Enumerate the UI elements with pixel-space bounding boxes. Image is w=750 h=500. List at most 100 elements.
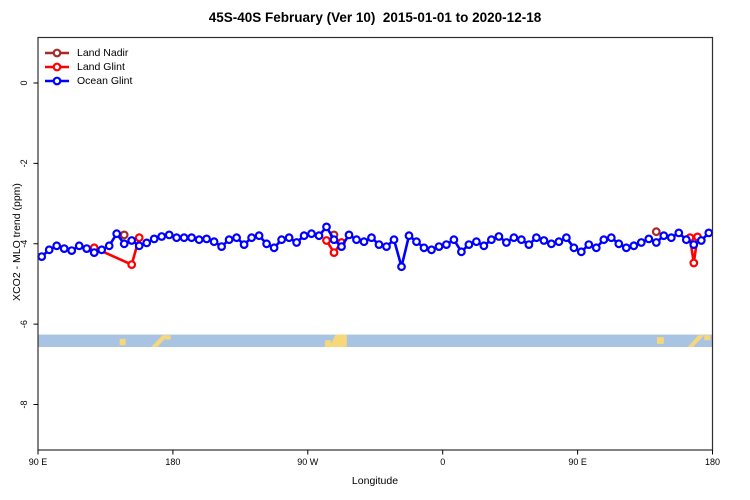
land-glint-marker-icon [45,62,69,72]
data-point-ocean-glint [247,233,257,243]
data-point-ocean-glint [202,234,212,244]
map-strip-ocean [38,334,713,348]
data-point-ocean-glint [696,236,706,245]
chart-title: 45S-40S February (Ver 10) 2015-01-01 to … [208,10,542,25]
data-point-ocean-glint [217,242,227,252]
map-strip-land-patagonia [329,334,347,347]
map-strip-land-new-zealand-n [165,335,171,340]
data-point-land-glint [127,260,137,270]
data-point-ocean-glint [502,238,511,247]
data-point-ocean-glint [419,243,429,253]
data-point-ocean-glint [134,241,144,251]
data-point-ocean-glint [517,235,526,245]
data-point-ocean-glint [299,231,309,241]
data-point-ocean-glint [621,243,631,253]
data-point-ocean-glint [37,252,47,262]
data-point-ocean-glint [374,240,384,250]
legend-label: Land Nadir [77,47,129,59]
data-point-ocean-glint [509,233,519,243]
data-point-ocean-glint [524,240,534,250]
data-point-ocean-glint [591,243,601,253]
data-point-ocean-glint [127,236,137,245]
ocean-glint-marker-icon [45,76,69,86]
data-point-ocean-glint [704,228,714,238]
data-point-ocean-glint [562,233,571,243]
data-point-ocean-glint [187,233,197,243]
data-point-ocean-glint [494,232,504,241]
data-point-ocean-glint [337,242,346,252]
map-strip-land-new-zealand-2n [704,335,711,341]
y-tick-label: -8 [19,400,29,408]
legend-label: Land Glint [77,61,125,73]
data-point-ocean-glint [149,234,159,244]
data-point-ocean-glint [164,230,174,240]
map-strip-land-new-zealand [151,335,169,347]
data-point-ocean-glint [314,231,324,241]
data-point-ocean-glint [367,233,376,243]
data-point-ocean-glint [232,233,242,243]
data-point-ocean-glint [52,241,62,251]
data-point-ocean-glint [254,231,264,241]
data-point-ocean-glint [569,243,579,253]
data-point-ocean-glint [239,240,249,250]
data-point-ocean-glint [434,242,444,252]
data-point-ocean-glint [97,245,107,255]
data-point-ocean-glint [142,238,152,248]
data-point-ocean-glint [157,232,167,241]
data-point-ocean-glint [412,237,421,247]
data-point-ocean-glint [404,231,414,241]
legend-item-land-nadir: Land Nadir [44,46,132,60]
data-point-ocean-glint [472,237,481,247]
data-point-ocean-glint [427,245,436,255]
x-tick-label: 180 [165,457,180,467]
data-point-ocean-glint [651,238,661,247]
data-point-ocean-glint [59,244,69,254]
data-point-ocean-glint [606,233,616,243]
data-point-land-glint [329,248,339,258]
data-point-ocean-glint [82,244,92,254]
data-point-land-glint [689,258,699,268]
data-point-ocean-glint [614,239,624,249]
data-point-ocean-glint [359,237,369,247]
legend-item-land-glint: Land Glint [44,60,132,74]
data-point-ocean-glint [599,235,609,245]
data-point-ocean-glint [344,230,354,240]
data-point-ocean-glint [532,233,541,243]
map-strip-land-new-zealand-2 [687,335,705,347]
data-point-ocean-glint [636,238,646,247]
data-point-ocean-glint [44,245,54,255]
data-point-ocean-glint [74,241,84,251]
data-point-ocean-glint [397,262,406,272]
data-point-ocean-glint [284,233,294,243]
data-point-ocean-glint [479,241,489,251]
y-axis-label: XCO2 - MLO trend (ppm) [11,183,23,301]
data-point-ocean-glint [277,235,287,245]
y-tick-label: -4 [19,240,29,248]
data-point-ocean-glint [584,240,594,250]
data-point-ocean-glint [674,228,684,238]
data-point-ocean-glint [292,238,302,247]
map-strip-land-tasmania [119,338,126,346]
data-point-ocean-glint [307,229,316,239]
map-strip-land-patagonia-w [325,340,331,347]
x-tick-label: 90 W [297,457,319,467]
data-point-ocean-glint [322,222,331,232]
data-point-ocean-glint [389,235,399,245]
land-nadir-marker-icon [45,48,69,58]
data-point-ocean-glint [449,235,459,245]
legend: Land Nadir Land Glint Ocean Glint [44,46,132,88]
data-point-ocean-glint [224,235,234,245]
data-point-ocean-glint [689,240,699,250]
data-point-ocean-glint [547,239,556,249]
y-tick-label: 0 [19,80,29,85]
x-tick-label: 180 [705,457,720,467]
data-point-land-nadir [651,227,661,237]
data-point-ocean-glint [89,248,99,258]
data-point-ocean-glint [681,235,691,245]
legend-item-ocean-glint: Ocean Glint [44,74,132,88]
data-point-ocean-glint [119,239,129,249]
y-tick-label: -6 [19,320,29,328]
data-point-ocean-glint [172,233,182,243]
data-point-ocean-glint [442,240,451,250]
